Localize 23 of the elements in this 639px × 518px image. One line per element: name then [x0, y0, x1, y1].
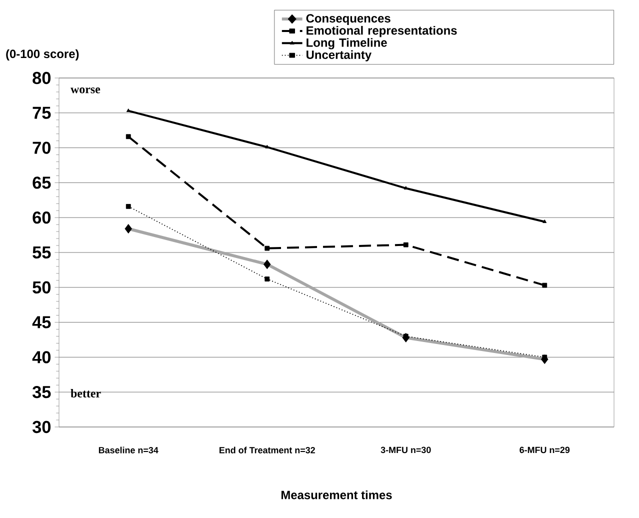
legend-label: Emotional representations [306, 26, 457, 38]
x-tick-label: 6-MFU n=29 [520, 446, 570, 454]
y-tick-label: 40 [32, 351, 51, 364]
legend-label: Uncertainty [306, 50, 372, 62]
annotation: better [70, 389, 101, 398]
y-tick-label: 80 [32, 72, 51, 84]
y-axis-title: (0-100 score) [6, 49, 79, 60]
y-tick-label: 35 [32, 386, 51, 398]
y-tick-label: 75 [32, 106, 51, 119]
y-tick-label: 60 [32, 212, 51, 224]
y-tick-label: 30 [32, 420, 51, 434]
x-tick-label: Baseline n=34 [98, 446, 158, 454]
y-tick-label: 50 [32, 281, 51, 294]
legend-label: Consequences [306, 14, 390, 25]
legend-label: Long Timeline [306, 38, 387, 50]
y-tick-label: 70 [32, 142, 51, 154]
y-tick-label: 45 [32, 316, 51, 328]
y-tick-label: 55 [32, 246, 51, 258]
x-axis-title: Measurement times [281, 490, 392, 500]
x-tick-label: End of Treatment n=32 [220, 446, 315, 454]
annotation: worse [70, 88, 100, 94]
y-tick-label: 65 [32, 176, 51, 189]
x-tick-label: 3-MFU n=30 [380, 446, 431, 454]
